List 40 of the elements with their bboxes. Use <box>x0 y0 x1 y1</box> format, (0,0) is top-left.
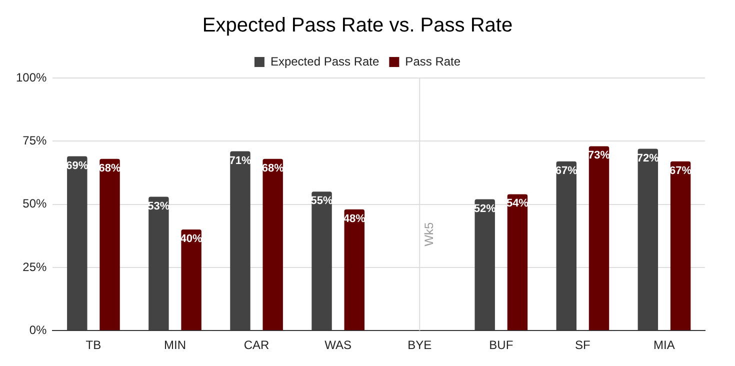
bar <box>181 230 202 330</box>
y-tick-label: 0% <box>29 322 48 337</box>
bar <box>344 209 364 330</box>
bar <box>588 146 610 330</box>
bar <box>262 158 283 330</box>
y-tick-label: 50% <box>22 196 48 211</box>
data-label: 55% <box>310 195 333 208</box>
bar <box>474 199 495 330</box>
data-label: 71% <box>229 154 252 167</box>
y-tick-label: 25% <box>22 260 48 274</box>
data-label: 69% <box>66 160 88 172</box>
x-tick-label: BUF <box>489 338 514 352</box>
bar <box>148 196 169 330</box>
bar <box>100 158 120 330</box>
bar <box>312 192 332 330</box>
x-tick-label: SF <box>575 338 590 352</box>
y-tick-label: 75% <box>22 133 48 148</box>
x-tick-label: TB <box>86 338 102 352</box>
legend-label: Pass Rate <box>405 54 461 68</box>
bar <box>507 194 528 330</box>
x-tick-label: WAS <box>324 338 352 352</box>
data-label: 68% <box>98 162 121 174</box>
x-tick-label: MIN <box>164 338 186 352</box>
data-label: 67% <box>555 164 578 177</box>
data-label: 40% <box>180 233 203 246</box>
legend-label: Expected Pass Rate <box>270 54 380 68</box>
ref-line-label: Wk5 <box>422 222 436 246</box>
bar <box>230 151 250 330</box>
data-label: 68% <box>262 162 284 174</box>
bar <box>67 156 88 330</box>
bar <box>670 161 691 330</box>
chart-title: Expected Pass Rate vs. Pass Rate <box>202 14 513 37</box>
data-label: 52% <box>474 202 496 215</box>
x-tick-label: CAR <box>244 338 270 352</box>
bar <box>638 148 658 330</box>
x-tick-label: BYE <box>408 338 432 352</box>
bar <box>556 161 576 330</box>
x-tick-label: MIA <box>654 338 675 352</box>
y-tick-label: 100% <box>16 70 48 84</box>
data-label: 48% <box>343 212 366 225</box>
